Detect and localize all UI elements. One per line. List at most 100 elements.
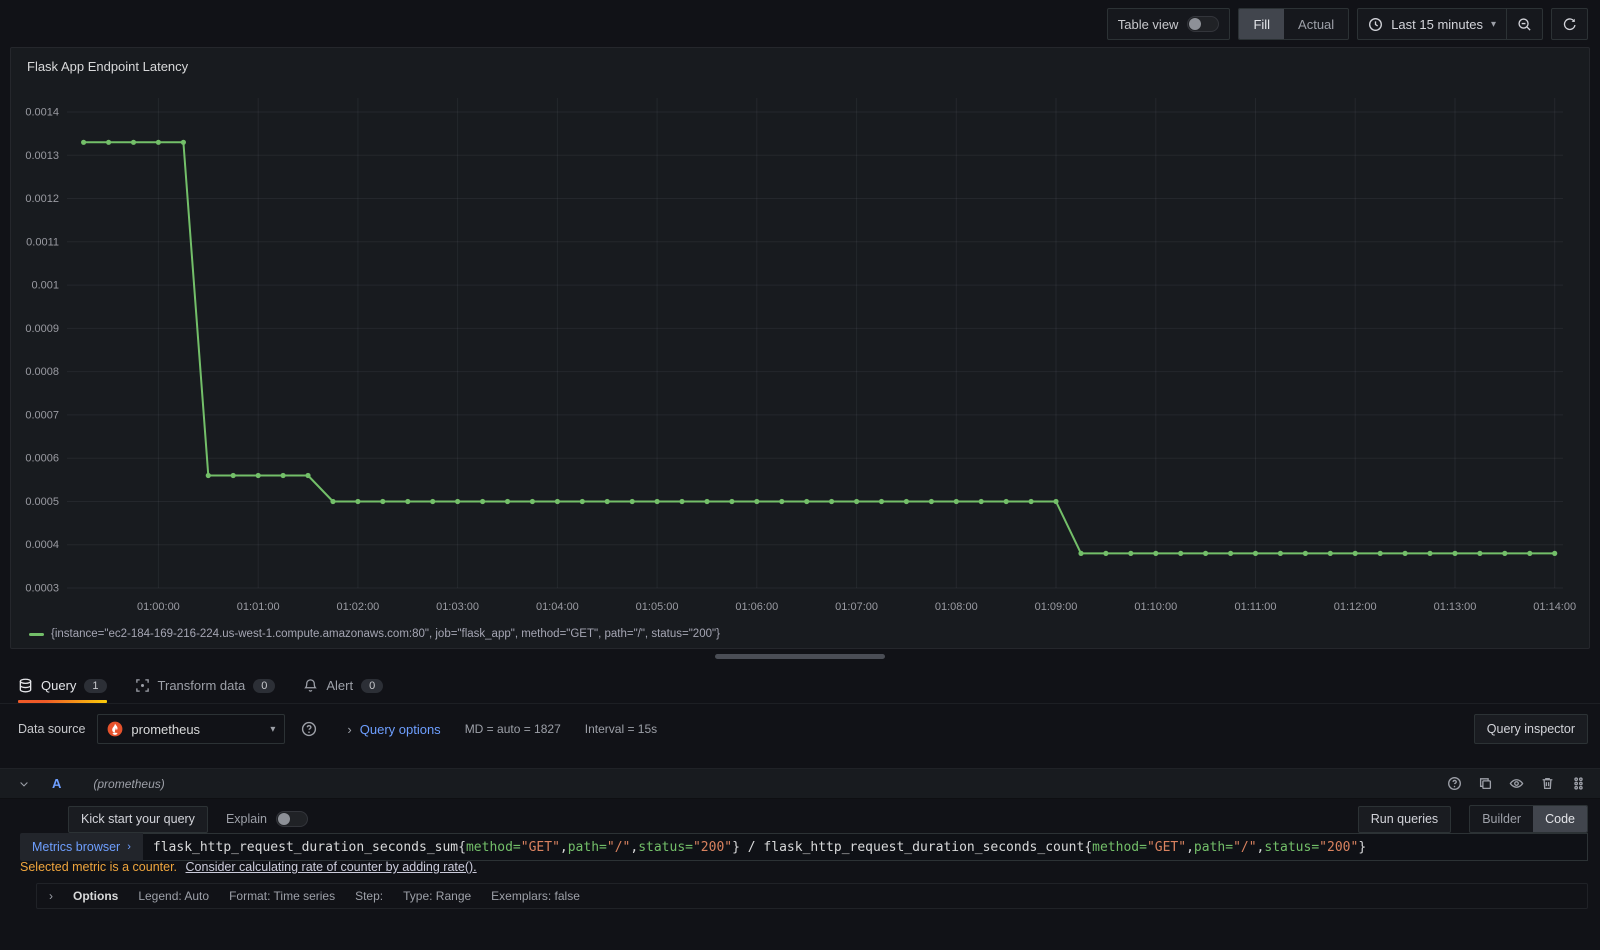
svg-text:01:05:00: 01:05:00 — [636, 601, 679, 613]
series-points — [81, 139, 1558, 556]
explain-label: Explain — [225, 812, 267, 826]
refresh-control — [1551, 8, 1588, 40]
svg-text:01:13:00: 01:13:00 — [1434, 601, 1477, 613]
x-axis-labels: 01:00:00 01:01:00 01:02:00 01:03:00 01:04:00… — [137, 601, 1576, 613]
svg-text:01:01:00: 01:01:00 — [237, 601, 280, 613]
explain-toggle[interactable] — [275, 811, 308, 827]
svg-text:01:10:00: 01:10:00 — [1134, 601, 1177, 613]
expr-token: "200" — [692, 839, 733, 855]
svg-text:0.0011: 0.0011 — [26, 236, 59, 248]
eye-icon[interactable] — [1509, 776, 1524, 791]
chart-area: 0.0014 0.0013 0.0012 0.0011 0.001 0.0009 0.000… — [17, 82, 1577, 628]
toggle-knob — [1189, 18, 1202, 30]
legend-item[interactable]: {instance="ec2-184-169-216-224.us-west-1… — [29, 628, 720, 640]
refresh-icon — [1562, 17, 1577, 32]
metrics-browser-button[interactable]: Metrics browser › — [20, 833, 143, 861]
expr-token: status= — [1264, 839, 1320, 855]
series-line — [82, 141, 1556, 555]
warning-text: Selected metric is a counter. — [20, 860, 178, 874]
time-range-label: Last 15 minutes — [1391, 16, 1483, 32]
refresh-button[interactable] — [1552, 8, 1587, 40]
bell-icon — [303, 678, 318, 693]
query-row-header[interactable]: A (prometheus) — [0, 768, 1600, 799]
timeseries-chart[interactable]: 0.0014 0.0013 0.0012 0.0011 0.001 0.0009 0.000… — [17, 82, 1577, 628]
tab-query-count: 1 — [84, 678, 107, 693]
drag-handle-icon[interactable] — [1571, 776, 1586, 791]
tab-transform-data[interactable]: Transform data 0 — [135, 668, 276, 703]
option-step: Step: — [355, 889, 384, 903]
table-view-toggle[interactable] — [1187, 16, 1220, 32]
expr-token: "GET" — [1146, 839, 1187, 855]
promql-editor-row: Metrics browser › flask_http_request_dur… — [20, 833, 1588, 861]
transform-icon — [135, 678, 150, 693]
metrics-browser-label: Metrics browser — [32, 840, 121, 854]
option-format: Format: Time series — [229, 889, 336, 903]
table-view-control: Table view — [1106, 8, 1231, 40]
run-queries-button[interactable]: Run queries — [1357, 805, 1452, 833]
chevron-right-icon: › — [127, 841, 131, 853]
time-range-picker[interactable]: Last 15 minutes ▾ — [1358, 8, 1506, 40]
options-label: Options — [73, 889, 119, 903]
query-options-toggle[interactable]: › Query options — [347, 722, 440, 737]
expr-token: status= — [638, 839, 693, 855]
svg-text:01:03:00: 01:03:00 — [436, 601, 479, 613]
query-inspector-button[interactable]: Query inspector — [1473, 714, 1588, 744]
help-icon[interactable] — [1447, 776, 1462, 791]
panel-resize-handle[interactable] — [715, 654, 885, 659]
time-controls: Last 15 minutes ▾ — [1357, 8, 1543, 40]
expr-token: "/" — [606, 839, 631, 855]
expr-token: } — [1358, 839, 1367, 855]
max-datapoints-text: MD = auto = 1827 — [464, 722, 561, 736]
svg-text:01:04:00: 01:04:00 — [536, 601, 579, 613]
builder-option[interactable]: Builder — [1482, 812, 1522, 826]
y-axis-labels: 0.0014 0.0013 0.0012 0.0011 0.001 0.0009 0.000… — [25, 107, 59, 595]
expr-token: method= — [1092, 839, 1147, 855]
expr-token: , — [559, 839, 568, 855]
timeseries-panel: Flask App Endpoint Latency 0.0014 0.0013 0… — [10, 47, 1590, 649]
svg-text:01:02:00: 01:02:00 — [336, 601, 379, 613]
toggle-knob — [277, 813, 290, 825]
explain-control: Explain — [226, 811, 308, 827]
datasource-label: Data source — [18, 722, 86, 736]
actual-option[interactable]: Actual — [1298, 16, 1335, 32]
expr-token: flask_http_request_duration_seconds_sum{ — [152, 839, 466, 855]
zoom-out-icon — [1517, 17, 1532, 32]
query-row-actions — [1447, 776, 1586, 791]
editor-tabs: Query 1 Transform data 0 Alert 0 — [0, 668, 1600, 704]
expr-token: } / flask_http_request_duration_seconds_… — [732, 839, 1093, 855]
option-legend: Legend: Auto — [138, 889, 210, 903]
query-options-summary[interactable]: › Options Legend: Auto Format: Time seri… — [36, 883, 1588, 909]
svg-text:0.0007: 0.0007 — [25, 409, 59, 421]
warning-hint-link[interactable]: Consider calculating rate of counter by … — [185, 860, 477, 874]
database-icon — [18, 678, 33, 693]
trash-icon[interactable] — [1540, 776, 1555, 791]
datasource-help-button[interactable] — [295, 715, 323, 743]
tab-transform-count: 0 — [253, 678, 276, 693]
expr-token: "/" — [1233, 839, 1257, 855]
chevron-down-icon[interactable] — [18, 778, 30, 790]
svg-text:01:11:00: 01:11:00 — [1234, 601, 1276, 613]
svg-text:0.0008: 0.0008 — [25, 366, 59, 378]
svg-text:01:08:00: 01:08:00 — [935, 601, 978, 613]
svg-text:01:00:00: 01:00:00 — [137, 601, 180, 613]
svg-text:0.0006: 0.0006 — [25, 453, 59, 465]
legend-series-label: {instance="ec2-184-169-216-224.us-west-1… — [51, 628, 720, 640]
tab-query[interactable]: Query 1 — [18, 668, 107, 703]
svg-text:01:09:00: 01:09:00 — [1035, 601, 1078, 613]
kick-start-query-button[interactable]: Kick start your query — [68, 805, 208, 833]
svg-text:0.0013: 0.0013 — [25, 150, 59, 162]
datasource-picker[interactable]: prometheus ▾ — [97, 714, 286, 744]
option-type: Type: Range — [403, 889, 472, 903]
svg-text:01:12:00: 01:12:00 — [1334, 601, 1377, 613]
zoom-out-button[interactable] — [1506, 8, 1542, 40]
query-ref-id: A — [52, 776, 62, 791]
code-option[interactable]: Code — [1533, 806, 1587, 832]
query-toolbar-row: Kick start your query Explain Run querie… — [68, 805, 1588, 833]
fill-option[interactable]: Fill — [1239, 9, 1285, 39]
expr-token: "GET" — [520, 839, 560, 855]
svg-text:0.0004: 0.0004 — [25, 539, 59, 551]
tab-alert[interactable]: Alert 0 — [303, 668, 384, 703]
chart-grid — [67, 98, 1563, 589]
promql-expression-input[interactable]: flask_http_request_duration_seconds_sum{… — [142, 833, 1588, 861]
duplicate-icon[interactable] — [1478, 776, 1493, 791]
